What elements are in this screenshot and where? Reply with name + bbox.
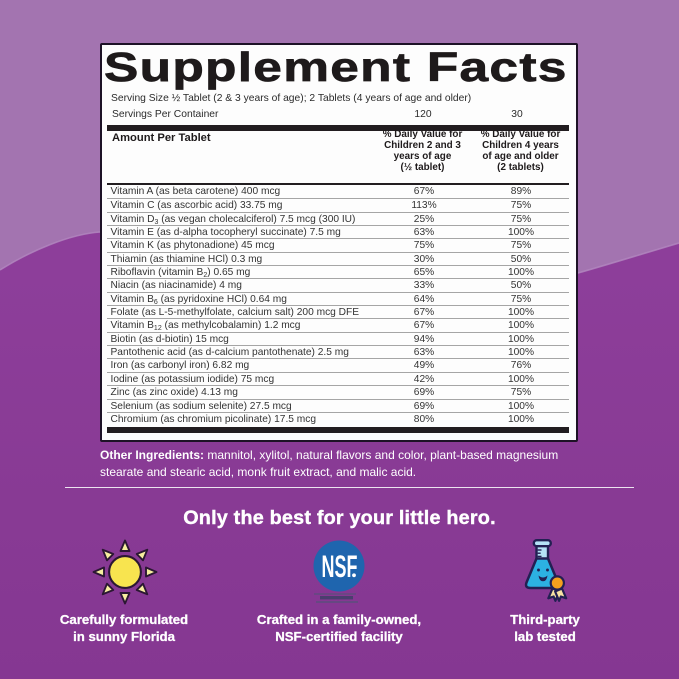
svg-text:NSF: NSF xyxy=(322,550,358,584)
